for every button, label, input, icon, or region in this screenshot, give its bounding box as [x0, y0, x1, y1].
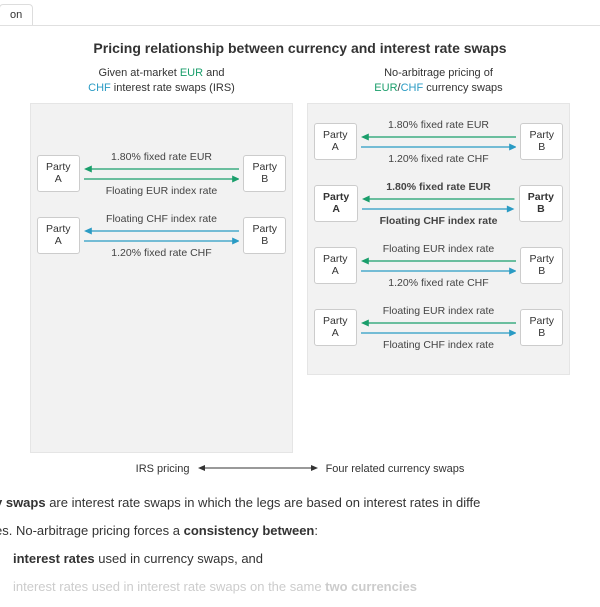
swap-row: PartyA 1.80% fixed rate EUR Floating EUR i… [37, 150, 286, 198]
body-text: y swaps are interest rate swaps in which… [0, 493, 600, 598]
party-b: PartyB [519, 185, 563, 222]
bottom-arrow-label: 1.20% fixed rate CHF [361, 277, 517, 289]
double-arrow-icon [198, 464, 318, 472]
bottom-caption: IRS pricing Four related currency swaps [0, 463, 600, 475]
bottom-arrow-label: 1.20% fixed rate CHF [361, 153, 517, 165]
party-a: PartyA [37, 217, 80, 254]
swap-group: PartyA 1.80% fixed rate EUR Floating EUR i… [37, 150, 286, 198]
bottom-arrow-label: 1.20% fixed rate CHF [84, 247, 240, 259]
tab-bar: on [0, 0, 600, 26]
right-header: No-arbitrage pricing of EUR/CHF currency… [307, 66, 570, 97]
swap-row: PartyA 1.80% fixed rate EUR 1.20% fixed ra… [314, 118, 563, 166]
right-column: No-arbitrage pricing of EUR/CHF currency… [307, 66, 570, 453]
swap-row: PartyA 1.80% fixed rate EUR Floating CHF i… [314, 180, 563, 228]
party-a: PartyA [314, 185, 358, 222]
top-arrow-label: Floating EUR index rate [361, 243, 517, 255]
swap-group: PartyA 1.80% fixed rate EUR Floating CHF i… [314, 180, 563, 228]
diagram-columns: Given at-market EUR and CHF interest rat… [0, 66, 600, 453]
party-a: PartyA [314, 247, 357, 284]
top-arrow-label: 1.80% fixed rate EUR [362, 181, 514, 193]
right-panel: PartyA 1.80% fixed rate EUR 1.20% fixed ra… [307, 103, 570, 375]
left-column: Given at-market EUR and CHF interest rat… [30, 66, 293, 453]
party-b: PartyB [520, 123, 563, 160]
swap-group: PartyA Floating EUR index rate 1.20% fixed… [314, 242, 563, 290]
bottom-arrow-label: Floating CHF index rate [362, 215, 514, 227]
party-a: PartyA [314, 309, 357, 346]
left-panel: PartyA 1.80% fixed rate EUR Floating EUR i… [30, 103, 293, 453]
diagram-title: Pricing relationship between currency an… [0, 40, 600, 56]
top-arrow-label: 1.80% fixed rate EUR [84, 151, 240, 163]
swap-row: PartyA Floating EUR index rate Floating CH… [314, 304, 563, 352]
swap-group: PartyA Floating EUR index rate Floating CH… [314, 304, 563, 352]
caption-left: IRS pricing [136, 463, 190, 475]
caption-right: Four related currency swaps [326, 463, 465, 475]
party-b: PartyB [243, 217, 286, 254]
bottom-arrow-label: Floating CHF index rate [361, 339, 517, 351]
left-header: Given at-market EUR and CHF interest rat… [30, 66, 293, 97]
swap-row: PartyA Floating CHF index rate 1.20% fixed… [37, 212, 286, 260]
party-b: PartyB [520, 309, 563, 346]
party-a: PartyA [314, 123, 357, 160]
party-b: PartyB [520, 247, 563, 284]
swap-group: PartyA Floating CHF index rate 1.20% fixed… [37, 212, 286, 260]
swap-group: PartyA 1.80% fixed rate EUR 1.20% fixed ra… [314, 118, 563, 166]
party-a: PartyA [37, 155, 80, 192]
bottom-arrow-label: Floating EUR index rate [84, 185, 240, 197]
top-arrow-label: 1.80% fixed rate EUR [361, 119, 517, 131]
party-b: PartyB [243, 155, 286, 192]
top-arrow-label: Floating EUR index rate [361, 305, 517, 317]
top-arrow-label: Floating CHF index rate [84, 213, 240, 225]
tab-on[interactable]: on [0, 4, 33, 25]
swap-row: PartyA Floating EUR index rate 1.20% fixed… [314, 242, 563, 290]
